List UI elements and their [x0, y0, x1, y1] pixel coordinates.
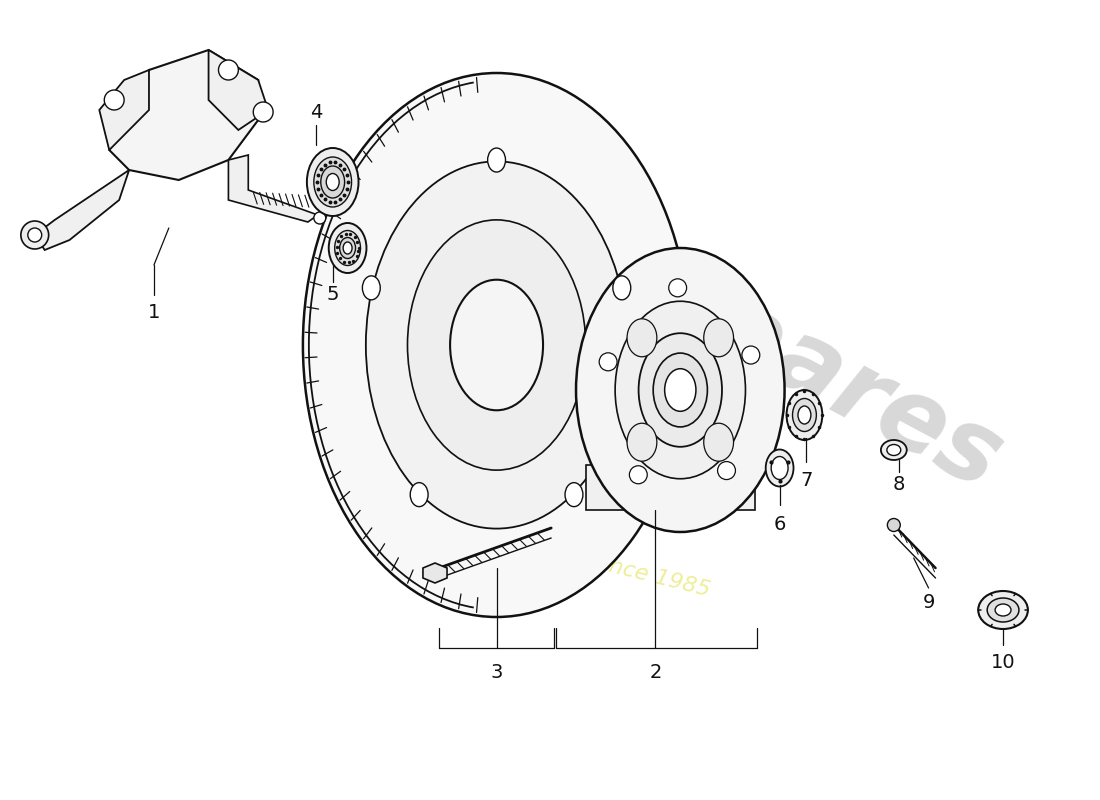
Ellipse shape	[450, 280, 543, 410]
Ellipse shape	[792, 398, 816, 431]
Circle shape	[28, 228, 42, 242]
Circle shape	[669, 279, 686, 297]
Ellipse shape	[487, 148, 506, 172]
Ellipse shape	[771, 457, 788, 479]
Ellipse shape	[407, 220, 585, 470]
Circle shape	[219, 60, 239, 80]
Text: 8: 8	[892, 475, 905, 494]
Ellipse shape	[766, 450, 793, 486]
Ellipse shape	[627, 423, 657, 462]
Ellipse shape	[340, 238, 355, 258]
Text: 6: 6	[773, 515, 785, 534]
Polygon shape	[586, 465, 755, 510]
Polygon shape	[99, 70, 148, 150]
Ellipse shape	[996, 604, 1011, 616]
Ellipse shape	[664, 369, 696, 411]
Ellipse shape	[334, 230, 361, 266]
Ellipse shape	[327, 174, 339, 190]
Ellipse shape	[653, 353, 707, 427]
Text: 10: 10	[991, 653, 1015, 671]
Ellipse shape	[362, 276, 381, 300]
Circle shape	[21, 221, 48, 249]
Text: 4: 4	[309, 102, 322, 122]
Ellipse shape	[366, 162, 627, 529]
Ellipse shape	[887, 445, 901, 455]
Ellipse shape	[987, 598, 1019, 622]
Ellipse shape	[314, 157, 352, 207]
Ellipse shape	[565, 482, 583, 506]
Text: eurospares: eurospares	[412, 129, 1018, 511]
Ellipse shape	[704, 423, 734, 462]
Ellipse shape	[978, 591, 1027, 629]
Circle shape	[717, 462, 736, 479]
Ellipse shape	[329, 223, 366, 273]
Ellipse shape	[786, 390, 823, 440]
Circle shape	[888, 518, 900, 531]
Circle shape	[629, 466, 647, 484]
Text: 7: 7	[800, 470, 813, 490]
Ellipse shape	[302, 73, 690, 617]
Text: 9: 9	[923, 593, 935, 611]
Ellipse shape	[307, 148, 359, 216]
Ellipse shape	[613, 276, 630, 300]
Polygon shape	[109, 50, 258, 180]
Circle shape	[314, 212, 326, 224]
Ellipse shape	[639, 334, 722, 447]
Ellipse shape	[627, 318, 657, 357]
Text: a passion for parts since 1985: a passion for parts since 1985	[381, 500, 712, 600]
Ellipse shape	[798, 406, 811, 424]
Ellipse shape	[343, 242, 352, 254]
Ellipse shape	[410, 482, 428, 506]
Ellipse shape	[881, 440, 906, 460]
Text: 2: 2	[649, 662, 662, 682]
Polygon shape	[422, 563, 447, 583]
Circle shape	[741, 346, 760, 364]
Polygon shape	[229, 155, 318, 222]
Text: 3: 3	[491, 662, 503, 682]
Ellipse shape	[615, 302, 746, 478]
Polygon shape	[35, 170, 129, 250]
Ellipse shape	[704, 318, 734, 357]
Circle shape	[253, 102, 273, 122]
Ellipse shape	[576, 248, 784, 532]
Circle shape	[104, 90, 124, 110]
Text: 1: 1	[147, 302, 161, 322]
Circle shape	[600, 353, 617, 371]
Text: 5: 5	[327, 286, 339, 305]
Polygon shape	[209, 50, 268, 130]
Ellipse shape	[321, 166, 344, 198]
